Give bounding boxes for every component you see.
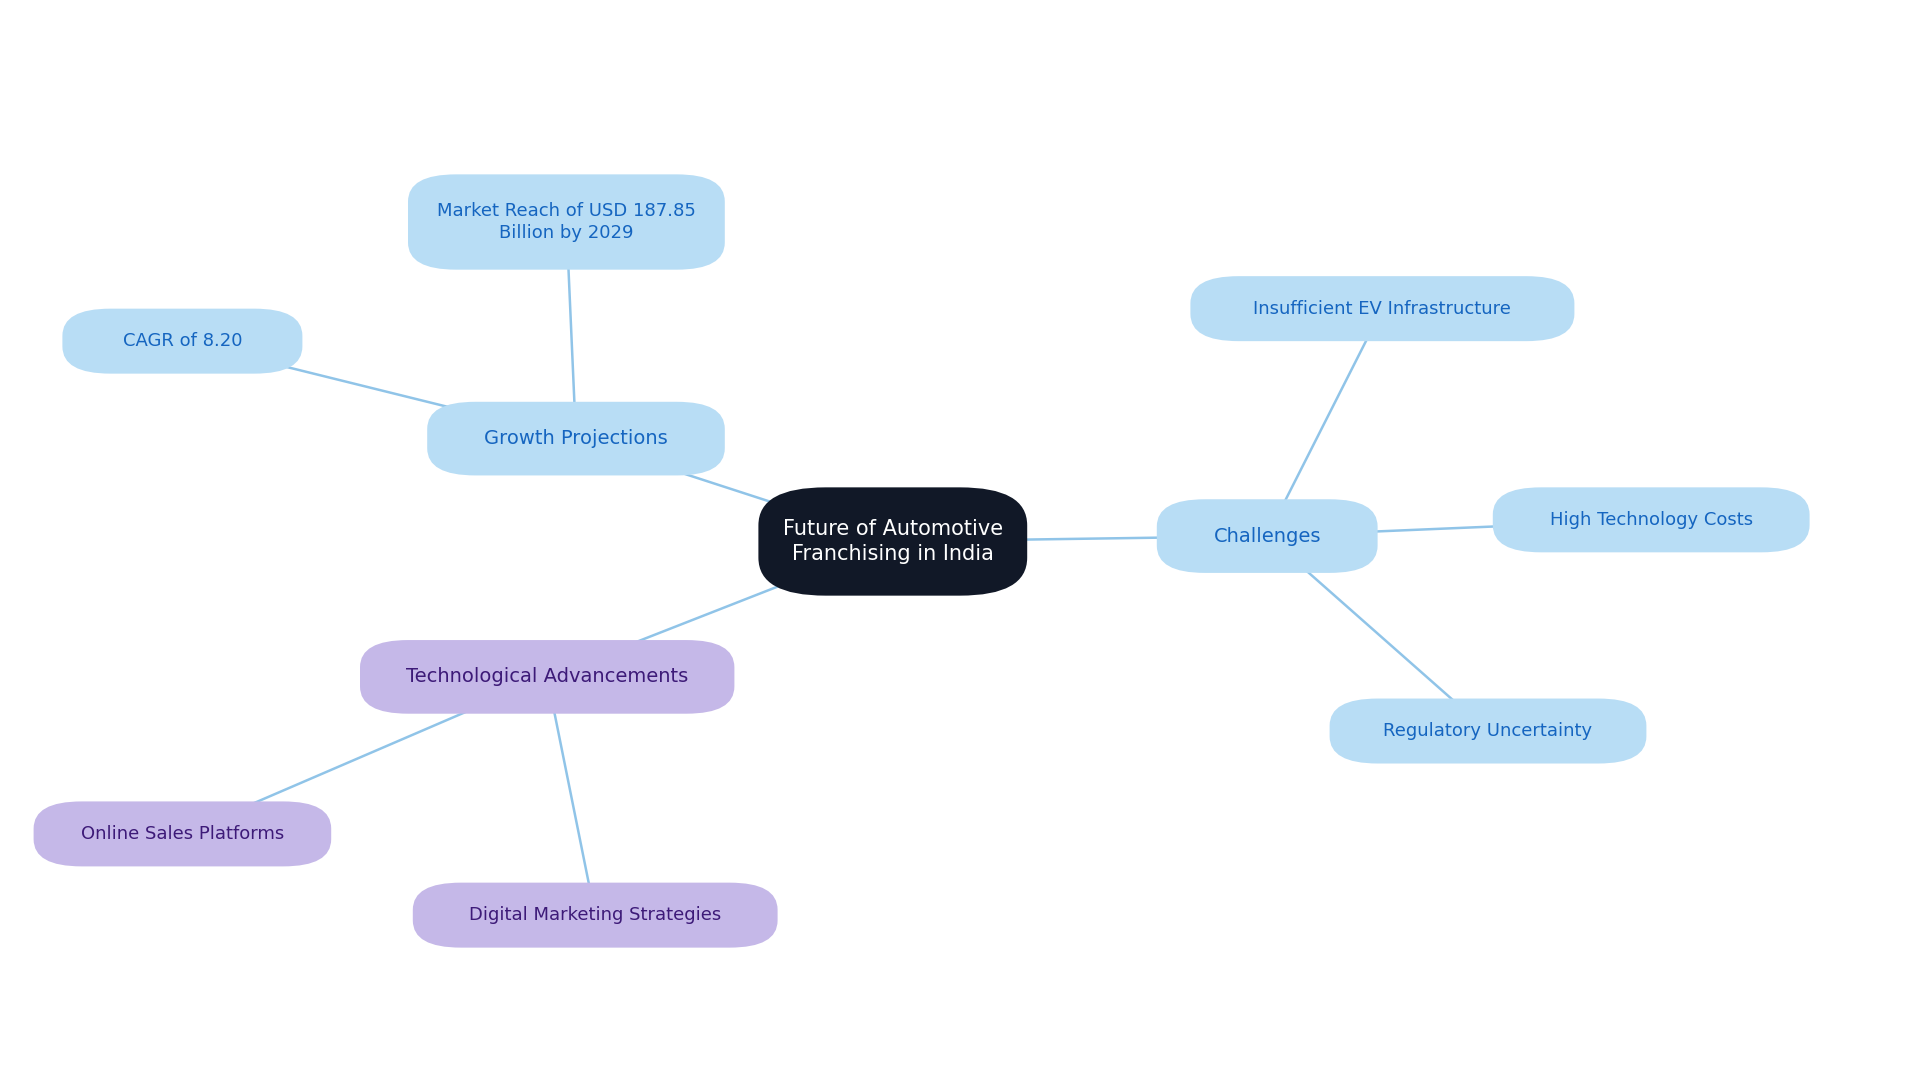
FancyBboxPatch shape [61, 309, 301, 374]
Text: Digital Marketing Strategies: Digital Marketing Strategies [468, 906, 722, 924]
Text: Regulatory Uncertainty: Regulatory Uncertainty [1384, 722, 1592, 740]
Text: Growth Projections: Growth Projections [484, 429, 668, 448]
Text: Technological Advancements: Technological Advancements [405, 667, 689, 687]
FancyBboxPatch shape [407, 174, 724, 270]
Text: High Technology Costs: High Technology Costs [1549, 511, 1753, 529]
Text: Online Sales Platforms: Online Sales Platforms [81, 825, 284, 843]
FancyBboxPatch shape [359, 640, 733, 714]
FancyBboxPatch shape [1156, 499, 1379, 573]
FancyBboxPatch shape [1329, 699, 1647, 764]
Text: CAGR of 8.20: CAGR of 8.20 [123, 332, 242, 350]
FancyBboxPatch shape [1190, 276, 1574, 341]
Text: Future of Automotive
Franchising in India: Future of Automotive Franchising in Indi… [783, 519, 1002, 564]
FancyBboxPatch shape [426, 402, 724, 475]
Text: Market Reach of USD 187.85
Billion by 2029: Market Reach of USD 187.85 Billion by 20… [438, 201, 695, 243]
FancyBboxPatch shape [1494, 487, 1809, 552]
Text: Challenges: Challenges [1213, 526, 1321, 546]
FancyBboxPatch shape [35, 801, 330, 866]
FancyBboxPatch shape [758, 487, 1027, 596]
FancyBboxPatch shape [413, 883, 778, 948]
Text: Insufficient EV Infrastructure: Insufficient EV Infrastructure [1254, 300, 1511, 317]
